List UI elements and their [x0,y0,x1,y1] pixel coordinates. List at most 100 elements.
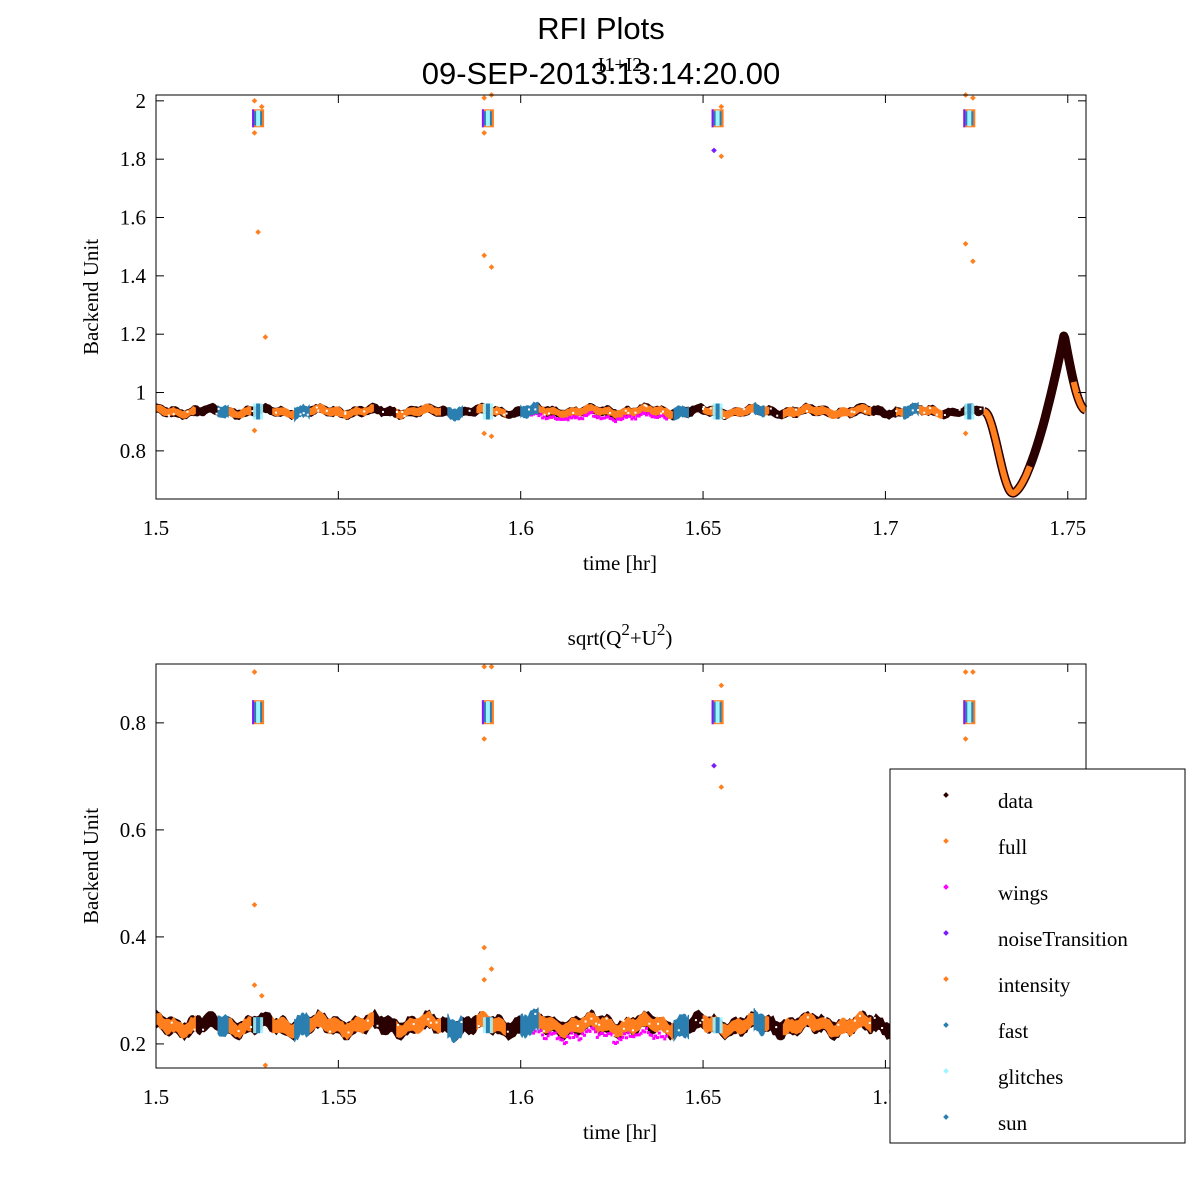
spike-cluster-noise [963,109,966,128]
outlier-point [488,663,495,670]
legend-label: wings [998,881,1048,905]
series-wings-point [614,420,617,424]
spike-cluster-glitch [485,110,490,127]
series-glitch-point [250,1026,253,1029]
series-glitch-point [923,411,926,414]
spike-cluster-glitch [256,110,261,127]
panel-1-ticks: 1.5 1.55 1.6 1.65 1.7 1.75 0.8 1 1.2 1.4 1.6 1.8 2 [120,89,1086,540]
series-wings-point [650,1033,654,1037]
series-wings-point [575,1034,579,1038]
outlier-point [481,663,488,670]
series-wings-point [656,416,659,419]
series-glitch-point [217,407,220,410]
panel-1-data [155,92,1089,498]
figure-timestamp: 09-SEP-2013:13:14:20.00 [422,56,781,91]
legend-marker [943,884,949,890]
series-glitch-point [468,409,471,412]
outlier-point [251,901,258,908]
series-wings-point [626,414,630,418]
outlier-point [251,130,258,136]
y-tick-label: 0.8 [120,439,146,463]
series-wings-point [573,416,577,420]
outlier-point [962,430,969,437]
baseline-fast-marker [967,403,972,420]
series-wings-point [563,417,566,421]
series-wings-point [606,1032,610,1036]
series-wings-point [541,416,545,420]
series-wings-point [586,412,590,416]
series-glitch-point [645,405,648,408]
legend-marker [943,1022,949,1028]
series-wings-point [588,1029,592,1033]
series-wings-point [557,1036,561,1040]
spike-cluster-glitch [715,110,720,127]
series-wings-point [577,1038,581,1042]
series-glitch-point [699,1021,702,1024]
outlier-point [488,966,495,972]
series-wings-point [561,1038,565,1042]
outlier-point [251,982,258,988]
legend-label: noiseTransition [998,927,1128,951]
series-glitch-point [401,411,404,413]
series-glitch-point [864,410,866,413]
spike-cluster-glitch [715,701,720,724]
baseline-fast-marker [256,403,261,420]
legend-label: sun [998,1111,1028,1135]
series-wings-point [601,416,605,420]
series-full-segment [272,403,374,420]
series-glitch-point [943,414,946,416]
series-glitch-point [795,408,797,411]
series-wings-point [555,417,559,421]
series-glitch-point [170,1021,173,1024]
series-data-dip [980,331,1089,498]
y-tick-label: 0.8 [120,711,146,735]
spike-cluster-noise [711,700,714,725]
series-glitch-point [412,1023,415,1026]
outlier-point [711,762,717,769]
series-glitch-point [237,1030,240,1032]
series-fast-segment [753,1008,765,1037]
series-wings-point [539,1029,543,1033]
series-wings-point [652,1036,656,1040]
series-glitch-point [505,412,508,415]
series-glitch-point [275,411,277,414]
series-wings-point [614,1042,617,1045]
series-wings-point [643,1030,647,1034]
series-glitch-point [315,406,318,409]
series-wings-point [570,416,574,420]
series-fast-segment [673,1013,689,1043]
legend-label: intensity [998,973,1071,997]
panel-1-axes-frame [155,94,1087,500]
series-glitch-point [503,413,506,416]
series-glitch-point [694,1019,697,1022]
series-glitch-point [477,1025,480,1027]
series-wings-point [628,414,632,418]
series-wings-point [610,1033,614,1037]
outlier-point [251,427,258,434]
series-wings-point [542,1037,546,1040]
outlier-point [481,130,488,136]
series-wings-point [599,417,603,421]
spike-cluster-noise [481,109,484,128]
series-glitch-point [634,411,637,414]
series-glitch-point [427,1018,430,1021]
series-wings-point [612,1040,616,1044]
series-glitch-point [397,1024,399,1026]
series-glitch-point [344,412,347,415]
series-wings-point [563,1042,566,1046]
series-glitch-point [460,1021,463,1023]
outlier-point [970,258,976,265]
series-glitch-point [193,1028,196,1031]
legend-label: glitches [998,1065,1063,1089]
series-fast-segment [294,1012,310,1043]
series-wings-point [581,417,585,421]
x-tick-label: 1.7 [872,516,898,540]
panel-2-ylabel: Backend Unit [79,808,103,924]
series-wings-point [568,1036,572,1040]
outlier-point [481,95,488,101]
spike-cluster-glitch [256,701,261,724]
series-wings-point [619,1038,623,1042]
series-wings-point [603,1033,607,1037]
series-wings-point [646,412,650,415]
